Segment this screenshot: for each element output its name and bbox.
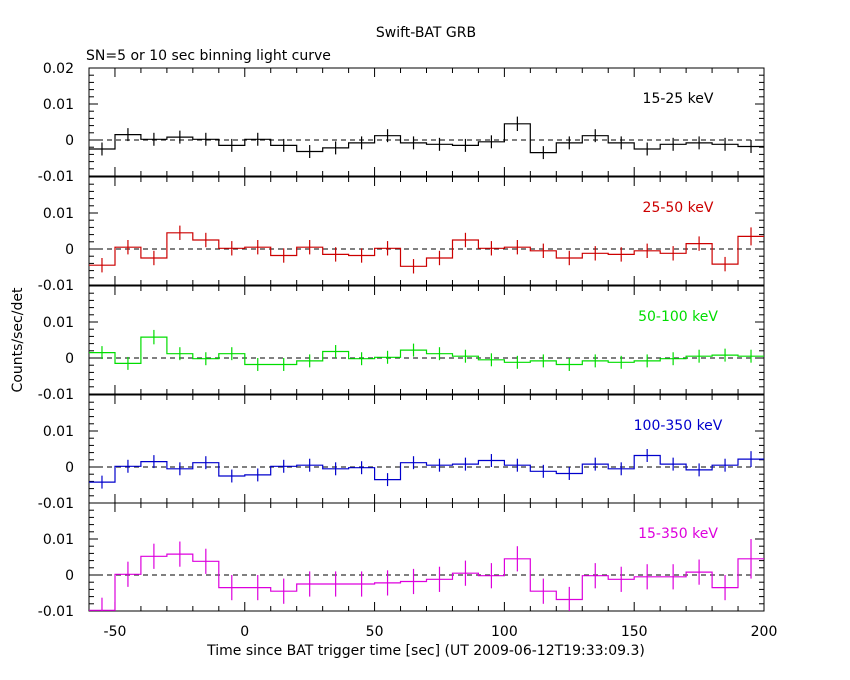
y-tick-label: -0.01: [38, 604, 74, 620]
y-tick-label: 0: [65, 568, 74, 584]
x-tick-label: 50: [366, 624, 384, 640]
panels-group: 0.02 0.01 0 -0.01 15-25 keV 0.01 0 -0.01 25-50 k…: [38, 61, 778, 640]
y-tick-label: 0: [65, 242, 74, 258]
y-tick-label: 0.01: [43, 97, 74, 113]
band-label: 100-350 keV: [634, 418, 723, 434]
y-tick-label: 0.01: [43, 206, 74, 222]
y-tick-label: -0.01: [38, 496, 74, 512]
y-tick-label: 0.01: [43, 315, 74, 331]
x-tick-label: 150: [621, 624, 648, 640]
panel-frame: [88, 176, 765, 286]
series-line: [89, 123, 764, 154]
y-tick-label: -0.01: [38, 278, 74, 294]
band-label: 15-25 keV: [643, 91, 714, 107]
panel-frame: [88, 67, 765, 177]
x-tick-label: 100: [491, 624, 518, 640]
panel-4: 0.01 0 -0.01 100-350 keV: [38, 394, 765, 512]
y-tick-label: 0.01: [43, 424, 74, 440]
x-tick-label: 200: [751, 624, 778, 640]
panel-3: 0.01 0 -0.01 50-100 keV: [38, 285, 765, 403]
series-line: [89, 232, 764, 267]
panel-5: 0.01 0 -0.01 15-350 keV: [38, 502, 765, 620]
y-axis-label: Counts/sec/det: [10, 287, 26, 392]
series-line: [89, 553, 764, 611]
x-tick-label: 0: [240, 624, 249, 640]
y-tick-label: 0: [65, 460, 74, 476]
band-label: 15-350 keV: [638, 526, 718, 542]
panel-frame: [88, 394, 765, 504]
panel-frame: [88, 502, 765, 612]
panel-2: 0.01 0 -0.01 25-50 keV: [38, 176, 765, 294]
y-tick-label: -0.01: [38, 387, 74, 403]
series-line: [89, 336, 764, 366]
panel-1: 0.02 0.01 0 -0.01 15-25 keV: [38, 61, 765, 185]
panel-frame: [88, 285, 765, 395]
x-axis-label: Time since BAT trigger time [sec] (UT 20…: [206, 643, 645, 659]
band-label: 25-50 keV: [643, 200, 714, 216]
y-tick-label: 0: [65, 351, 74, 367]
y-tick-label: 0.01: [43, 532, 74, 548]
chart-subtitle: SN=5 or 10 sec binning light curve: [86, 48, 331, 64]
y-tick-label: 0.02: [43, 61, 74, 77]
chart-title: Swift-BAT GRB: [376, 25, 476, 41]
series-line: [89, 454, 764, 483]
x-tick-labels: -50 0 50 100 150 200: [104, 624, 778, 640]
y-tick-label: -0.01: [38, 169, 74, 185]
y-tick-label: 0: [65, 133, 74, 149]
band-label: 50-100 keV: [638, 309, 718, 325]
x-tick-label: -50: [104, 624, 127, 640]
